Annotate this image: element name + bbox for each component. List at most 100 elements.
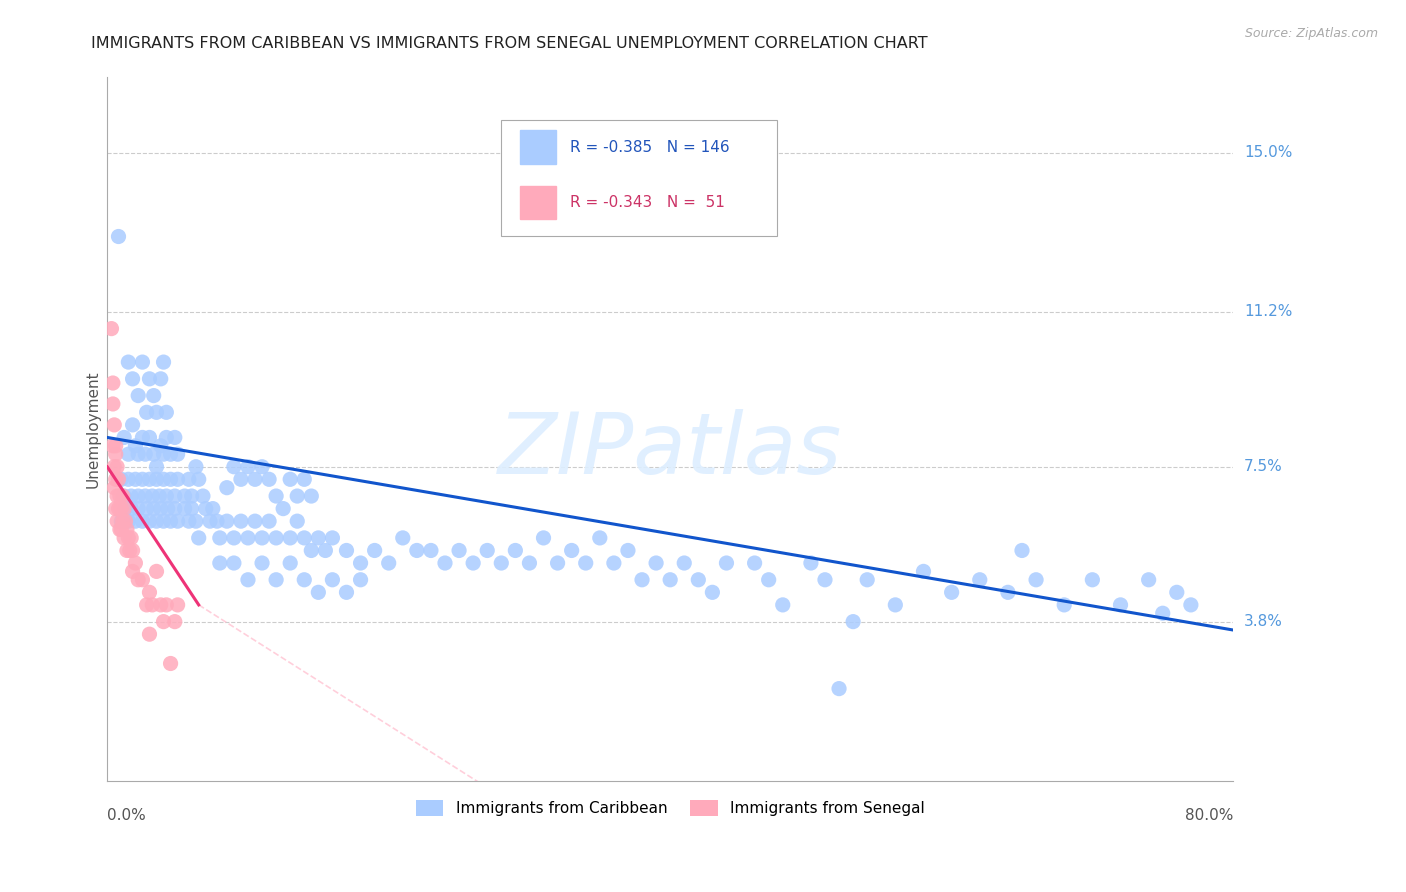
Point xyxy=(121,543,143,558)
Point xyxy=(856,573,879,587)
Point xyxy=(177,514,200,528)
Point xyxy=(135,501,157,516)
Point xyxy=(758,573,780,587)
Point xyxy=(105,514,128,528)
Point xyxy=(191,489,214,503)
Point xyxy=(271,501,294,516)
Point xyxy=(120,489,142,503)
Point xyxy=(127,489,149,503)
Point xyxy=(149,501,172,516)
Point xyxy=(177,472,200,486)
Point xyxy=(145,472,167,486)
Point xyxy=(156,501,179,516)
Point xyxy=(243,514,266,528)
Point xyxy=(142,388,165,402)
Point xyxy=(299,543,322,558)
Point xyxy=(127,573,149,587)
Point xyxy=(236,459,259,474)
Point xyxy=(127,501,149,516)
Point xyxy=(1053,598,1076,612)
Point xyxy=(405,543,427,558)
Point xyxy=(141,598,163,612)
Point xyxy=(152,355,174,369)
Point xyxy=(589,531,612,545)
Point xyxy=(299,489,322,503)
Point xyxy=(828,681,851,696)
Point xyxy=(117,447,139,461)
Point xyxy=(229,472,252,486)
Point xyxy=(391,531,413,545)
Point xyxy=(222,556,245,570)
Point xyxy=(335,585,357,599)
Point xyxy=(250,459,273,474)
Point xyxy=(449,543,471,558)
Point xyxy=(257,472,280,486)
Point xyxy=(142,501,165,516)
Point xyxy=(184,514,207,528)
Point xyxy=(131,430,153,444)
Point xyxy=(997,585,1019,599)
Point xyxy=(842,615,865,629)
Point xyxy=(561,543,583,558)
Point xyxy=(208,531,231,545)
Point xyxy=(1011,543,1033,558)
Point xyxy=(187,531,209,545)
Point xyxy=(264,573,287,587)
Point xyxy=(104,439,127,453)
Point xyxy=(205,514,228,528)
Point xyxy=(159,472,181,486)
Point xyxy=(111,489,134,503)
Bar xyxy=(520,130,557,164)
Point xyxy=(101,376,124,390)
Point xyxy=(155,489,177,503)
Point xyxy=(145,405,167,419)
Point xyxy=(159,657,181,671)
Point xyxy=(114,514,136,528)
Point xyxy=(184,459,207,474)
Point xyxy=(112,489,135,503)
Point xyxy=(1166,585,1188,599)
Point xyxy=(491,556,513,570)
Point xyxy=(107,501,129,516)
Point xyxy=(800,556,823,570)
Point xyxy=(135,405,157,419)
Text: 15.0%: 15.0% xyxy=(1244,145,1292,161)
Point xyxy=(194,501,217,516)
Point xyxy=(519,556,541,570)
Point xyxy=(884,598,907,612)
Point xyxy=(124,556,146,570)
Point xyxy=(236,531,259,545)
Point xyxy=(321,573,343,587)
Point xyxy=(112,501,135,516)
Point xyxy=(117,355,139,369)
Point xyxy=(1137,573,1160,587)
Point xyxy=(180,501,202,516)
Point xyxy=(173,489,195,503)
Point xyxy=(292,573,315,587)
Point xyxy=(120,531,142,545)
Point xyxy=(124,472,146,486)
Point xyxy=(138,430,160,444)
Point xyxy=(1025,573,1047,587)
Point xyxy=(349,573,371,587)
Point xyxy=(716,556,738,570)
Point xyxy=(127,388,149,402)
Point xyxy=(617,543,640,558)
Point xyxy=(173,501,195,516)
Point xyxy=(118,543,141,558)
Point xyxy=(104,472,127,486)
Text: 11.2%: 11.2% xyxy=(1244,304,1292,319)
Point xyxy=(314,543,336,558)
Point xyxy=(257,514,280,528)
Point xyxy=(111,514,134,528)
Point xyxy=(149,598,172,612)
Point xyxy=(145,459,167,474)
Point xyxy=(104,447,127,461)
Point xyxy=(278,472,301,486)
Point xyxy=(138,514,160,528)
Point xyxy=(131,573,153,587)
Point xyxy=(229,514,252,528)
Point xyxy=(363,543,385,558)
Point xyxy=(148,489,170,503)
Point xyxy=(103,417,125,432)
